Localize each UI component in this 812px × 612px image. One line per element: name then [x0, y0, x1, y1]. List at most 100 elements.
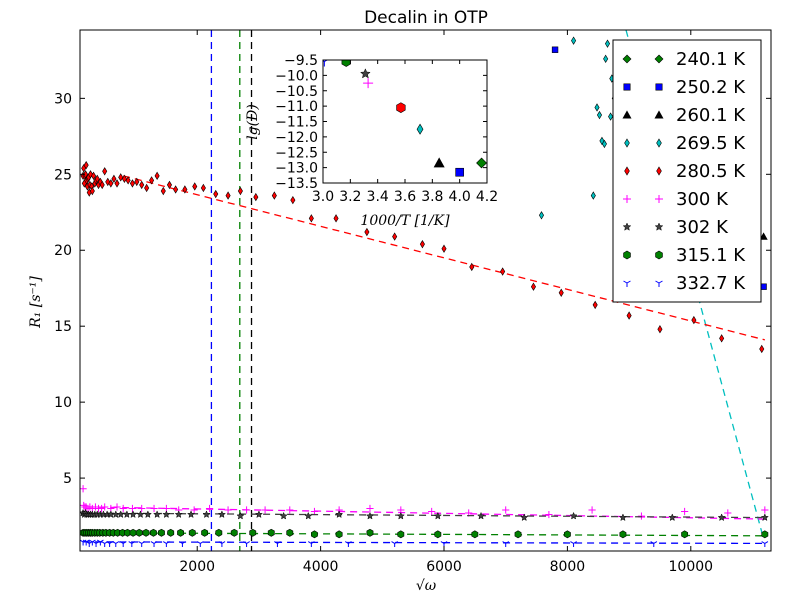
point-series-8-10	[128, 541, 136, 548]
point-series-2-0	[759, 232, 768, 240]
legend-marker-b-2	[654, 110, 664, 119]
point-series-5-13	[119, 504, 127, 513]
point-series-7-33	[397, 530, 405, 539]
inset-x-tick-label-6: 4.2	[476, 189, 498, 205]
point-series-6-21	[174, 510, 183, 518]
point-series-4-31	[134, 177, 140, 187]
point-series-8-24	[570, 541, 577, 548]
point-series-7-18	[142, 528, 150, 537]
inset-y-tick-label-6: −10.5	[275, 84, 318, 100]
point-series-5-36	[724, 509, 732, 517]
point-series-8-13	[162, 541, 170, 548]
point-series-5-16	[150, 504, 158, 513]
point-series-4-46	[271, 191, 277, 200]
point-series-4-30	[129, 179, 135, 188]
legend-marker-b-6	[654, 222, 664, 231]
point-series-3-2	[590, 191, 596, 200]
point-series-6-32	[433, 511, 442, 520]
point-series-4-21	[99, 180, 105, 190]
point-series-4-42	[213, 189, 219, 199]
point-series-5-23	[261, 506, 269, 514]
inset-x-tick-label-2: 3.4	[367, 189, 389, 205]
inset-x-tick-label-5: 4.0	[449, 189, 471, 205]
point-series-4-58	[592, 300, 598, 310]
inset-point-7	[455, 167, 464, 177]
point-series-4-53	[441, 244, 447, 253]
inset-y-axis-label: lg(D)	[245, 104, 261, 140]
point-series-4-22	[102, 167, 108, 176]
point-series-4-33	[144, 183, 150, 193]
point-series-7-35	[471, 530, 479, 539]
point-series-4-63	[759, 344, 765, 354]
point-series-6-16	[129, 510, 138, 518]
point-series-7-25	[215, 528, 223, 537]
x-tick-label-4: 10000	[669, 559, 714, 575]
y-tick-label-3: 20	[54, 243, 72, 259]
point-series-8-11	[138, 541, 146, 548]
point-series-8-16	[218, 541, 226, 548]
inset-y-tick-label-5: −11.0	[275, 99, 318, 115]
inset-y-tick-label-7: −10.0	[275, 68, 318, 84]
point-series-3-0	[538, 211, 544, 220]
point-series-8-12	[150, 541, 158, 548]
point-series-6-25	[236, 511, 245, 520]
y-tick-label-2: 15	[54, 319, 72, 335]
point-series-6-39	[760, 513, 769, 522]
inset-point-1	[341, 60, 351, 67]
point-series-8-19	[307, 541, 315, 548]
point-series-8-14	[179, 541, 186, 548]
point-series-4-15	[91, 171, 97, 181]
point-series-6-29	[335, 510, 344, 518]
plot-area	[80, 30, 769, 551]
point-series-7-39	[681, 530, 689, 539]
inset-point-2	[359, 68, 371, 79]
point-series-7-34	[434, 530, 442, 539]
point-series-8-8	[112, 541, 120, 548]
inset-x-tick-label-0: 3.0	[312, 189, 334, 205]
point-series-1-0	[551, 46, 559, 53]
point-series-7-36	[514, 530, 522, 539]
point-series-7-19	[150, 528, 157, 537]
legend-label-4: 280.5 K	[676, 161, 746, 182]
point-series-4-50	[364, 227, 370, 237]
legend-marker-b-4	[656, 166, 662, 176]
point-series-5-19	[190, 506, 198, 514]
point-series-6-34	[520, 513, 529, 522]
inset-point-4	[396, 102, 406, 114]
point-series-8-9	[119, 541, 127, 548]
inset-plot: 3.0 3.2 3.4 3.6 3.8 4.0 4.2 −13.5−13.0−12.5−12.…	[275, 53, 498, 205]
x-axis-label: √ω	[416, 578, 437, 594]
point-series-5-14	[128, 504, 137, 513]
point-series-4-43	[225, 191, 231, 200]
inset-x-axis-label: 1000/T [1/K]	[360, 213, 450, 229]
point-series-6-23	[202, 510, 211, 518]
point-series-8-23	[502, 541, 510, 548]
legend-marker-a-6	[622, 222, 632, 231]
inset-point-6	[433, 157, 445, 168]
point-series-5-21	[224, 506, 232, 514]
legend-marker-b-1	[655, 83, 663, 91]
plot-frame	[79, 29, 772, 552]
point-series-5-35	[681, 507, 689, 516]
inset-y-tick-label-8: −9.5	[284, 53, 318, 69]
inset-plot-area	[323, 60, 487, 177]
legend-label-8: 332.7 K	[676, 273, 746, 294]
point-series-1-1	[760, 283, 767, 290]
legend-marker-b-3	[656, 138, 662, 148]
point-series-7-24	[201, 528, 209, 537]
inset-y-tick-label-0: −13.5	[275, 176, 318, 192]
point-series-4-25	[111, 174, 117, 184]
point-series-4-24	[108, 179, 114, 188]
point-series-3-1	[571, 36, 577, 45]
point-series-6-38	[717, 513, 726, 522]
point-series-4-56	[530, 282, 536, 291]
legend-marker-a-3	[624, 138, 630, 148]
legend-label-6: 302 K	[676, 217, 729, 238]
point-series-3-8	[604, 39, 611, 48]
point-series-6-15	[122, 510, 131, 518]
inset-y-tick-label-3: −12.0	[275, 130, 318, 146]
point-series-5-37	[761, 506, 769, 514]
point-series-4-40	[192, 182, 198, 191]
point-series-4-55	[500, 267, 506, 276]
legend-marker-a-1	[623, 83, 631, 91]
